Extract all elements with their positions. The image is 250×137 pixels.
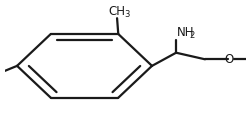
Text: 2: 2 — [188, 31, 194, 40]
Text: 3: 3 — [124, 10, 129, 19]
Text: NH: NH — [176, 26, 194, 39]
Text: CH: CH — [108, 5, 125, 18]
Text: O: O — [224, 53, 233, 66]
